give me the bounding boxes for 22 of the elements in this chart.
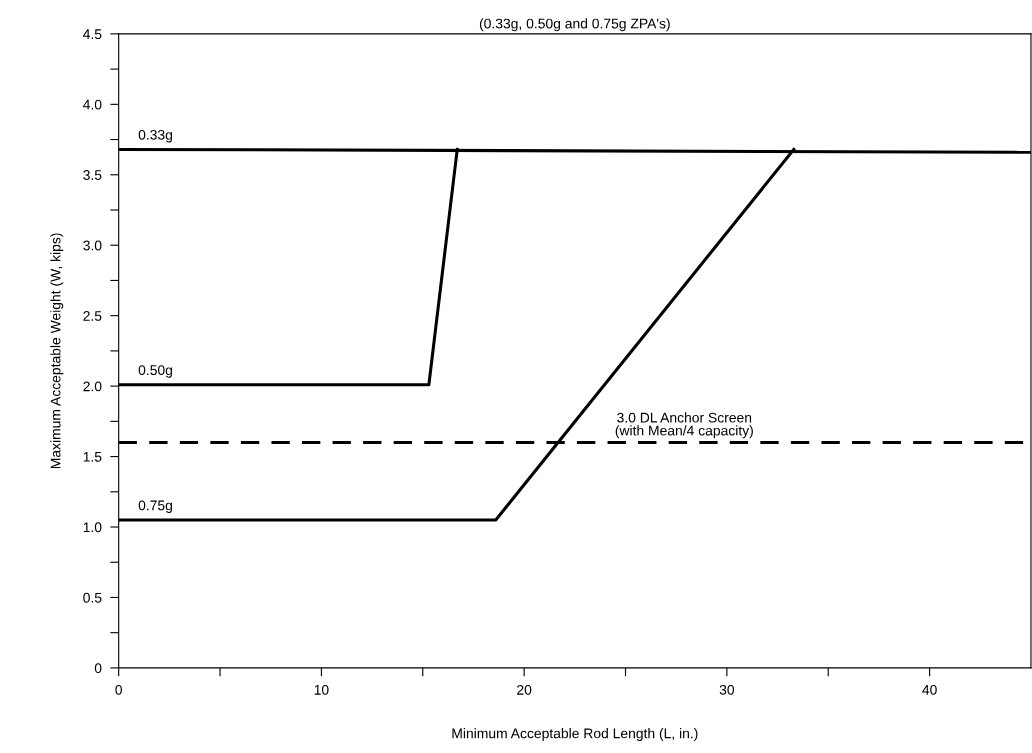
y-tick-label: 4.5 xyxy=(83,29,102,40)
y-tick-label: 4.0 xyxy=(83,99,102,110)
y-tick-label: 3.5 xyxy=(83,170,102,180)
x-tick-label: 10 xyxy=(314,684,329,695)
y-tick-label: 1.0 xyxy=(83,522,102,533)
y-tick-label: 1.5 xyxy=(83,452,102,462)
y-tick-label: 0 xyxy=(94,663,102,674)
x-tick-label: 0 xyxy=(115,684,122,695)
series-label: 0.50g xyxy=(138,365,172,378)
x-tick-label: 20 xyxy=(517,684,532,695)
series-label: 0.75g xyxy=(138,500,172,514)
y-tick-label: 2.5 xyxy=(83,311,102,321)
y-axis-title: Maximum Acceptable Weight (W, kips) xyxy=(50,233,64,469)
y-tick-label: 0.5 xyxy=(83,592,102,603)
x-tick-label: 40 xyxy=(922,684,937,695)
chart-title: (0.33g, 0.50g and 0.75g ZPA's) xyxy=(479,18,670,32)
y-tick-label: 3.0 xyxy=(83,240,102,251)
series-label: 0.33g xyxy=(138,129,172,143)
x-axis-title: Minimum Acceptable Rod Length (L, in.) xyxy=(452,728,698,742)
x-tick-label: 30 xyxy=(719,684,735,695)
ref-line-label: 3.0 DL Anchor Screen (with Mean/4 capacity) xyxy=(615,412,753,439)
y-tick-label: 2.0 xyxy=(83,381,102,392)
